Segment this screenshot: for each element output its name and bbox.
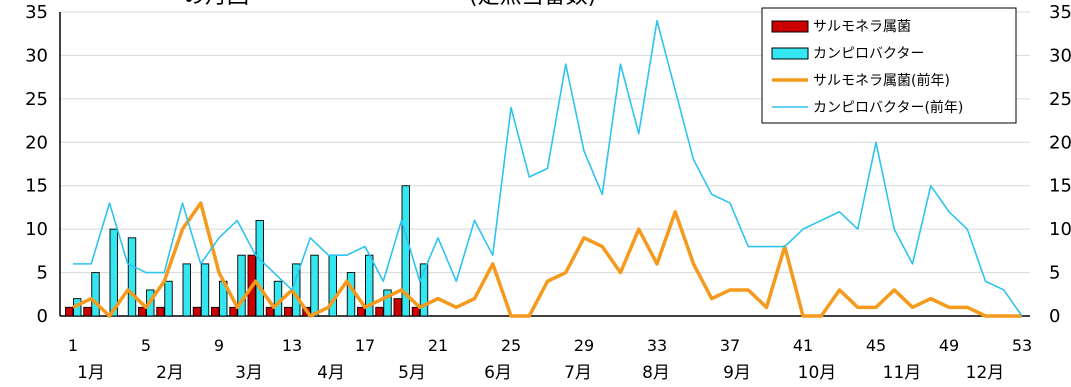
chart-title: ・・・・の月回・・・・・・・・・・(定点当番数) <box>95 0 596 9</box>
y-tick-label-right: 25 <box>1049 89 1071 110</box>
x-tick-label: 13 <box>282 336 302 355</box>
y-tick-label: 25 <box>25 89 48 110</box>
bar-salmonella <box>65 306 74 317</box>
bar-campylobacter <box>419 263 429 317</box>
x-tick-label: 53 <box>1012 336 1032 355</box>
x-tick-label: 17 <box>355 336 375 355</box>
x-tick-label: 37 <box>720 336 740 355</box>
y-tick-label: 35 <box>25 2 48 23</box>
x-tick-label: 41 <box>793 336 813 355</box>
y-tick-label-right: 30 <box>1049 45 1071 66</box>
month-label: 11月 <box>883 363 922 383</box>
bar-campylobacter <box>127 237 137 317</box>
bar-salmonella <box>211 306 220 317</box>
bar-campylobacter <box>310 254 319 317</box>
y-tick-label: 0 <box>37 306 48 327</box>
legend-label: サルモネラ属菌(前年) <box>813 72 950 89</box>
bar-campylobacter <box>237 254 246 317</box>
bar-campylobacter <box>346 272 356 317</box>
x-tick-label: 5 <box>141 336 151 355</box>
bar-salmonella <box>83 306 92 317</box>
line-campylobacter-prev <box>73 19 1023 317</box>
bar-campylobacter <box>182 263 191 317</box>
y-tick-label-right: 35 <box>1049 2 1071 23</box>
x-tick-label: 25 <box>501 336 521 355</box>
bar-campylobacter <box>164 280 173 317</box>
month-label: 2月 <box>156 363 184 383</box>
x-tick-label: 9 <box>214 336 224 355</box>
month-label: 4月 <box>317 363 345 383</box>
bar-salmonella <box>284 306 293 317</box>
bar-salmonella <box>411 306 421 317</box>
month-label: 12月 <box>966 363 1005 383</box>
y-tick-label: 20 <box>25 132 48 153</box>
legend-label: カンピロバクター(前年) <box>813 99 963 116</box>
x-tick-label: 33 <box>647 336 667 355</box>
bar-salmonella <box>156 306 165 317</box>
legend-swatch-campylobacter <box>771 47 809 60</box>
bar-salmonella <box>229 306 238 317</box>
month-label: 1月 <box>77 363 105 383</box>
y-tick-label-right: 20 <box>1049 132 1071 153</box>
lines <box>72 19 1023 318</box>
y-tick-label: 5 <box>37 263 48 284</box>
bar-salmonella <box>393 298 402 317</box>
legend-swatch-salmonella <box>771 20 809 33</box>
grid <box>59 11 1030 317</box>
month-label: 9月 <box>723 363 751 383</box>
bar-campylobacter <box>401 185 410 317</box>
line-salmonella-prev <box>72 201 1022 318</box>
legend-label: サルモネラ属菌 <box>813 19 911 35</box>
month-label: 6月 <box>484 363 512 383</box>
bar-campylobacter <box>255 220 264 317</box>
y-axis-right: 0 5 10 15 20 25 30 35 <box>1049 2 1071 327</box>
bar-salmonella <box>357 306 366 317</box>
y-tick-label: 10 <box>25 219 48 240</box>
bar-salmonella <box>138 306 147 317</box>
bar-campylobacter <box>200 263 210 317</box>
x-axis: 1 5 9 13 17 21 25 29 33 37 41 45 49 53 <box>68 336 1032 355</box>
bar-campylobacter <box>109 228 118 317</box>
x-tick-label: 21 <box>428 336 448 355</box>
month-labels: 1月 2月 3月 4月 5月 6月 7月 8月 9月 10月 11月 12月 <box>77 363 1004 383</box>
month-label: 5月 <box>398 363 426 383</box>
y-tick-label-right: 15 <box>1049 176 1071 197</box>
bar-salmonella <box>192 306 202 317</box>
x-tick-label: 29 <box>574 336 594 355</box>
y-tick-label-right: 5 <box>1049 263 1060 284</box>
month-label: 7月 <box>564 363 592 383</box>
bar-campylobacter <box>383 289 392 317</box>
month-label: 8月 <box>642 363 670 383</box>
x-tick-label: 1 <box>68 336 78 355</box>
month-label: 10月 <box>798 363 837 383</box>
bar-campylobacter <box>91 272 100 317</box>
y-tick-label-right: 0 <box>1049 306 1060 327</box>
bar-salmonella <box>265 306 275 317</box>
y-tick-label-right: 10 <box>1049 219 1071 240</box>
legend-label: カンピロバクター <box>813 46 924 62</box>
x-tick-label: 45 <box>866 336 886 355</box>
x-tick-label: 49 <box>939 336 959 355</box>
month-label: 3月 <box>235 363 263 383</box>
y-tick-label: 15 <box>25 176 48 197</box>
y-axis-left: 0 5 10 15 20 25 30 35 <box>25 2 48 327</box>
y-tick-label: 30 <box>25 45 48 66</box>
bar-salmonella <box>375 306 384 317</box>
